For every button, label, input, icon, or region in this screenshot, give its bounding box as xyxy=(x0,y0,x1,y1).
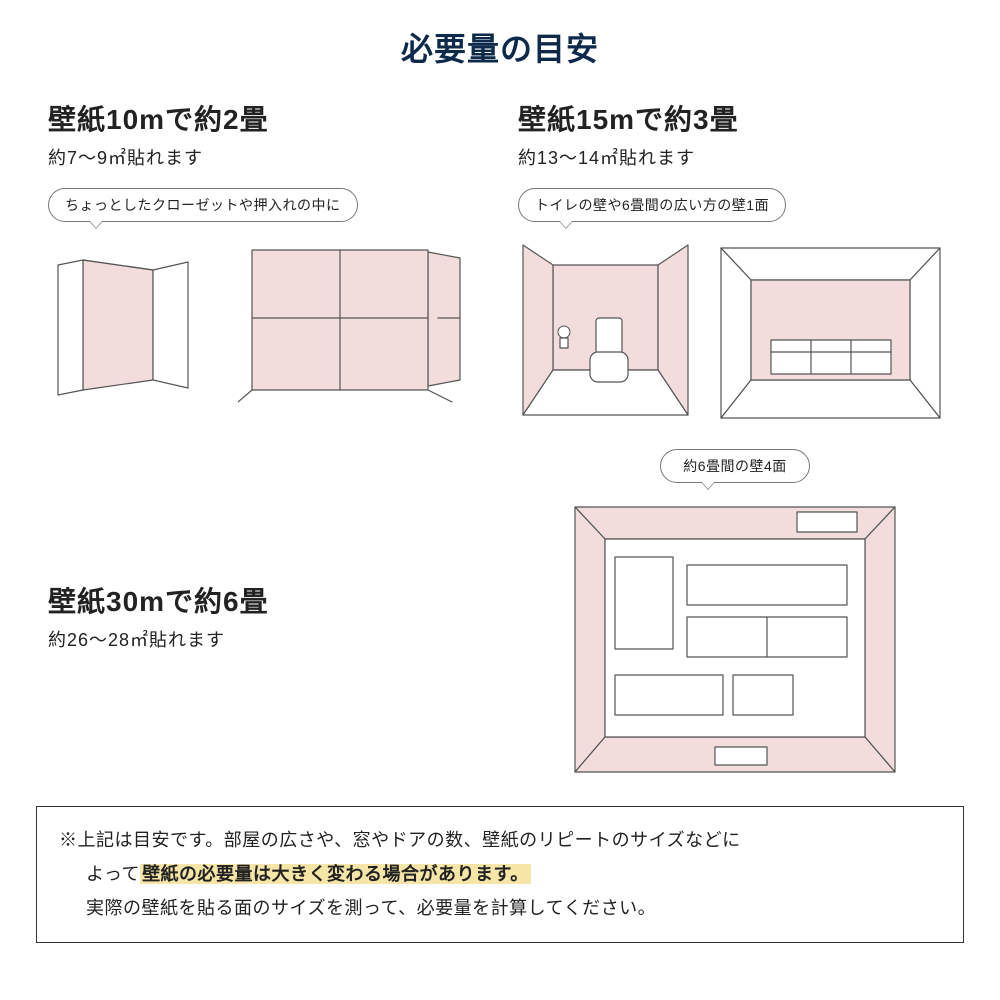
room-four-walls-icon xyxy=(565,497,905,782)
sub-30m: 約26～28㎡貼れます xyxy=(48,626,482,652)
room-one-wall-icon xyxy=(713,240,948,425)
balloon-30m: 約6畳間の壁4面 xyxy=(660,449,810,483)
block-10m: 壁紙10mで約2畳 約7～9㎡貼れます ちょっとしたクローゼットや押入れの中に xyxy=(48,98,482,425)
block-15m: 壁紙15mで約3畳 約13～14㎡貼れます トイレの壁や6畳間の広い方の壁1面 xyxy=(518,98,952,425)
oshiire-icon xyxy=(238,240,468,410)
note-box: ※上記は目安です。部屋の広さや、窓やドアの数、壁紙のリピートのサイズなどに よっ… xyxy=(36,806,964,943)
sub-15m: 約13～14㎡貼れます xyxy=(518,144,952,170)
note-line-3: 実際の壁紙を貼る面のサイズを測って、必要量を計算してください。 xyxy=(59,891,941,925)
illustration-10m xyxy=(48,240,482,410)
heading-30m: 壁紙30mで約6畳 xyxy=(48,580,482,620)
note-highlight: 壁紙の必要量は大きく変わる場合があります。 xyxy=(140,864,531,884)
heading-10m: 壁紙10mで約2畳 xyxy=(48,98,482,138)
block-30m-text: 壁紙30mで約6畳 約26～28㎡貼れます xyxy=(48,449,482,782)
page-title: 必要量の目安 xyxy=(0,0,1000,98)
sub-10m: 約7～9㎡貼れます xyxy=(48,144,482,170)
closet-icon xyxy=(48,240,218,400)
illustration-30m xyxy=(518,497,952,782)
toilet-room-icon xyxy=(518,240,693,425)
content-grid: 壁紙10mで約2畳 約7～9㎡貼れます ちょっとしたクローゼットや押入れの中に xyxy=(0,98,1000,782)
note-line-2-pre: よって xyxy=(86,864,140,884)
heading-15m: 壁紙15mで約3畳 xyxy=(518,98,952,138)
note-line-2: よって壁紙の必要量は大きく変わる場合があります。 xyxy=(59,857,941,891)
note-line-1: ※上記は目安です。部屋の広さや、窓やドアの数、壁紙のリピートのサイズなどに xyxy=(59,823,941,857)
balloon-15m: トイレの壁や6畳間の広い方の壁1面 xyxy=(518,188,786,222)
block-30m-illus: 約6畳間の壁4面 xyxy=(518,449,952,782)
illustration-15m xyxy=(518,240,952,425)
balloon-10m: ちょっとしたクローゼットや押入れの中に xyxy=(48,188,358,222)
